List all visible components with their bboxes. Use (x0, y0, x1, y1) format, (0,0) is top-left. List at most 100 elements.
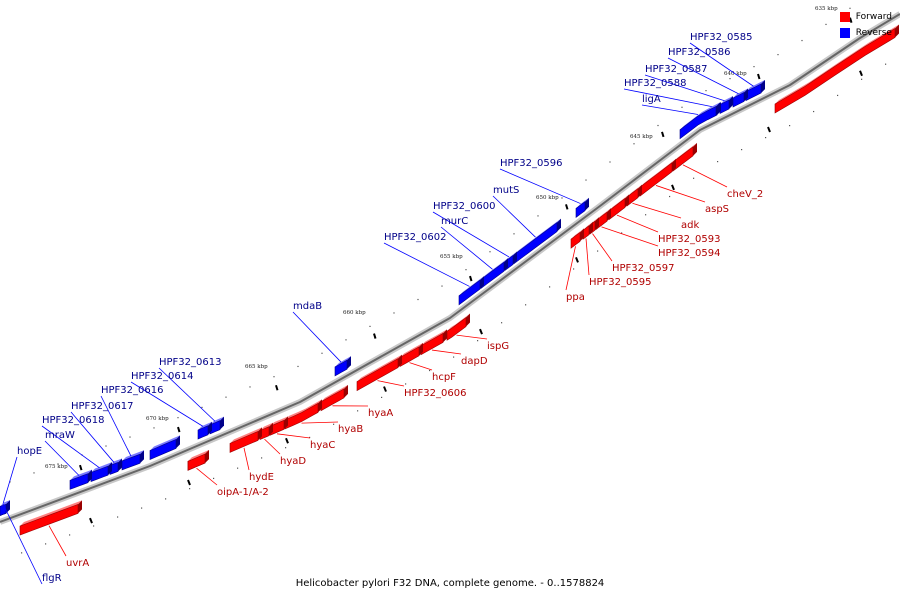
gene-box-dapD[interactable] (420, 329, 447, 356)
gene-body (639, 162, 673, 197)
gene-label-mraW[interactable]: mraW (45, 430, 75, 441)
legend-item-reverse: Reverse (839, 25, 892, 41)
gene-box-mutS[interactable] (513, 218, 561, 265)
guide-dot (393, 312, 395, 314)
gene-box-HPF32-0613[interactable] (209, 416, 224, 435)
gene-side-face (595, 217, 599, 231)
gene-label-HPF32-0614[interactable]: HPF32_0614 (131, 371, 193, 382)
gene-label-ligA[interactable]: ligA (642, 94, 661, 105)
gene-label-HPF32-0585[interactable]: HPF32_0585 (690, 32, 752, 43)
gene-box-HPF32-0587[interactable] (719, 96, 733, 114)
guide-dot (357, 410, 359, 412)
gene-box-HPF32-0593[interactable] (608, 194, 629, 221)
gene-box-HPF32-0616[interactable] (121, 450, 144, 471)
gene-box-aspS[interactable] (639, 158, 676, 197)
gene-box-HPF32-0618[interactable] (90, 462, 112, 482)
gene-box-hyaA[interactable] (320, 384, 348, 412)
gene-label-oipA-1-A-2[interactable]: oipA-1/A-2 (217, 487, 269, 498)
gene-label-HPF32-0593[interactable]: HPF32_0593 (658, 234, 720, 245)
gene-label-HPF32-0602[interactable]: HPF32_0602 (384, 232, 446, 243)
gene-side-face (638, 184, 642, 198)
gene-label-mdaB[interactable]: mdaB (293, 301, 322, 312)
gene-label-uvrA[interactable]: uvrA (66, 558, 89, 569)
gene-label-hyaB[interactable]: hyaB (338, 424, 363, 435)
gene-box-hyaB[interactable] (284, 399, 322, 430)
gene-label-aspS[interactable]: aspS (705, 204, 729, 215)
gene-label-HPF32-0606[interactable]: HPF32_0606 (404, 388, 466, 399)
gene-box-HPF32-0596[interactable] (575, 197, 589, 219)
gene-label-ispG[interactable]: ispG (487, 341, 509, 352)
gene-top-face (400, 342, 423, 358)
gene-side-face (693, 142, 697, 156)
gene-leader-line (655, 185, 706, 203)
gene-label-HPF32-0594[interactable]: HPF32_0594 (658, 248, 720, 259)
gene-box-hydE[interactable] (229, 427, 262, 453)
gene-leader-line (130, 381, 204, 427)
gene-box-HPF32-0602[interactable] (458, 276, 484, 306)
gene-box-HPF32-0595[interactable] (582, 221, 593, 240)
guide-dot (633, 143, 635, 145)
gene-label-hopE[interactable]: hopE (17, 446, 42, 457)
gene-label-hyaA[interactable]: hyaA (368, 408, 393, 419)
gene-label-HPF32-0613[interactable]: HPF32_0613 (159, 357, 221, 368)
gene-box-hcpF[interactable] (399, 342, 423, 368)
gene-box-ligA[interactable] (679, 102, 720, 140)
gene-label-HPF32-0595[interactable]: HPF32_0595 (589, 277, 651, 288)
gene-label-ppa[interactable]: ppa (566, 292, 585, 303)
gene-label-HPF32-0597[interactable]: HPF32_0597 (612, 263, 674, 274)
gene-box-uvrA[interactable] (19, 500, 82, 536)
gene-label-flgR[interactable]: flgR (42, 573, 62, 584)
scale-tick-mark (89, 517, 93, 524)
guide-dot (489, 251, 491, 253)
gene-box-hyaC[interactable] (269, 416, 288, 436)
gene-label-HPF32-0617[interactable]: HPF32_0617 (71, 401, 133, 412)
gene-label-hydE[interactable]: hydE (249, 472, 274, 483)
gene-label-HPF32-0586[interactable]: HPF32_0586 (668, 47, 730, 58)
gene-box-ppa[interactable] (570, 228, 584, 249)
gene-side-face (744, 88, 748, 102)
gene-box-block-right[interactable] (774, 24, 899, 114)
gene-label-adk[interactable]: adk (681, 220, 699, 231)
gene-label-HPF32-0587[interactable]: HPF32_0587 (645, 64, 707, 75)
gene-label-hyaC[interactable]: hyaC (310, 440, 335, 451)
gene-label-HPF32-0600[interactable]: HPF32_0600 (433, 201, 495, 212)
guide-dot (165, 498, 167, 500)
gene-side-face (480, 276, 484, 290)
gene-label-HPF32-0616[interactable]: HPF32_0616 (101, 385, 163, 396)
gene-body (320, 388, 345, 412)
gene-box-mdaB[interactable] (334, 356, 351, 377)
gene-box-HPF32-0614[interactable] (197, 421, 212, 440)
gene-box-HPF32-0586[interactable] (732, 88, 748, 108)
gene-leader-line (492, 195, 536, 238)
gene-label-dapD[interactable]: dapD (461, 356, 488, 367)
gene-box-mraW[interactable] (69, 469, 92, 490)
gene-box-murC[interactable] (480, 258, 508, 289)
gene-box-hyaD[interactable] (259, 422, 273, 441)
gene-box-HPF32-0606[interactable] (356, 354, 402, 392)
gene-label-murC[interactable]: murC (441, 216, 468, 227)
gene-box-ispG[interactable] (446, 313, 470, 341)
guide-dot (9, 481, 11, 483)
gene-label-hyaD[interactable]: hyaD (280, 456, 306, 467)
gene-leader-line (276, 433, 311, 439)
gene-top-face (357, 354, 402, 382)
gene-label-hcpF[interactable]: hcpF (432, 372, 456, 383)
gene-box-HPF32-0585[interactable] (745, 80, 765, 101)
gene-label-HPF32-0588[interactable]: HPF32_0588 (624, 78, 686, 89)
gene-label-HPF32-0618[interactable]: HPF32_0618 (42, 415, 104, 426)
guide-dot (237, 467, 239, 469)
gene-label-mutS[interactable]: mutS (493, 185, 519, 196)
guide-dot (585, 179, 587, 181)
gene-box-block-670[interactable] (149, 435, 180, 460)
guide-dot (501, 322, 503, 324)
gene-leader-line (565, 246, 576, 291)
gene-leader-line (41, 425, 100, 469)
gene-box-cheV-2[interactable] (672, 142, 697, 172)
gene-label-HPF32-0596[interactable]: HPF32_0596 (500, 158, 562, 169)
gene-box-adk[interactable] (626, 184, 642, 207)
gene-leader-line (616, 214, 659, 233)
gene-top-face (285, 399, 322, 420)
gene-box-oipA-1-A-2[interactable] (187, 450, 209, 471)
gene-label-cheV-2[interactable]: cheV_2 (727, 189, 763, 200)
guide-dot (225, 396, 227, 398)
